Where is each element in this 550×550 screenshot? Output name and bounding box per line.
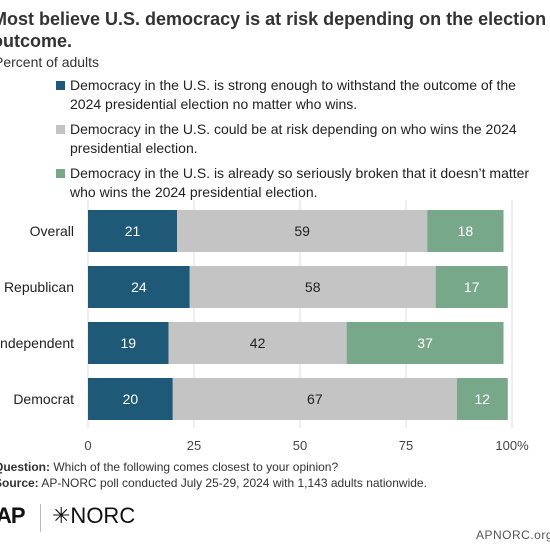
category-label: Overall xyxy=(30,223,74,239)
bar-segment xyxy=(172,378,457,420)
legend-label-broken: Democracy in the U.S. is already so seri… xyxy=(70,165,530,200)
norc-logo: ✳NORC xyxy=(52,503,136,528)
bar-segment xyxy=(88,266,190,308)
data-label: 37 xyxy=(417,335,433,351)
data-label: 59 xyxy=(294,223,310,239)
bar-segment xyxy=(168,322,347,364)
category-label: Republican xyxy=(4,279,74,295)
source-note: Source: AP-NORC poll conducted July 25-2… xyxy=(0,476,427,490)
bar-segment xyxy=(427,210,504,252)
bar-segment xyxy=(346,322,504,364)
data-label: 58 xyxy=(305,279,321,295)
bar-segment xyxy=(177,210,428,252)
legend-label-at-risk: Democracy in the U.S. could be at risk d… xyxy=(70,121,517,156)
data-label: 12 xyxy=(475,391,491,407)
legend-item-at-risk: Democracy in the U.S. could be at risk d… xyxy=(56,120,536,158)
bar-segment xyxy=(88,378,173,420)
bar-segment xyxy=(88,210,178,252)
data-label: 21 xyxy=(125,223,141,239)
legend-swatch-broken xyxy=(56,169,65,178)
category-label: Democrat xyxy=(13,391,74,407)
source-label: Source: xyxy=(0,476,39,490)
bar-segment xyxy=(189,266,436,308)
question-note: Question: Which of the following comes c… xyxy=(0,460,338,474)
data-label: 42 xyxy=(250,335,266,351)
chart-title: Most believe U.S. democracy is at risk d… xyxy=(0,9,547,51)
data-label: 17 xyxy=(464,279,480,295)
logo-divider xyxy=(40,504,41,532)
data-label: 24 xyxy=(131,279,147,295)
x-tick-label: 100% xyxy=(495,438,529,453)
question-label: Question: xyxy=(0,460,50,474)
site-url: APNORC.org xyxy=(476,528,550,542)
legend-label-strong: Democracy in the U.S. is strong enough t… xyxy=(70,77,516,112)
category-label: Independent xyxy=(0,335,74,351)
bar-segment xyxy=(435,266,508,308)
chart-subtitle: Percent of adults xyxy=(0,54,100,70)
ap-logo: AP xyxy=(0,503,26,528)
x-tick-label: 0 xyxy=(84,438,91,453)
legend-item-broken: Democracy in the U.S. is already so seri… xyxy=(56,164,536,202)
bar-segment xyxy=(88,322,169,364)
x-tick-label: 50 xyxy=(293,438,307,453)
source-text: AP-NORC poll conducted July 25-29, 2024 … xyxy=(41,476,427,490)
question-text: Which of the following comes closest to … xyxy=(53,460,339,474)
x-tick-label: 25 xyxy=(187,438,201,453)
data-label: 18 xyxy=(458,223,474,239)
stacked-bar-chart: 0 25 50 75 100% Overall 21 59 18 Republican 24 58 17… xyxy=(0,200,529,453)
legend-swatch-strong xyxy=(56,81,65,90)
data-label: 20 xyxy=(123,391,139,407)
bar-segment xyxy=(456,378,508,420)
legend-swatch-at-risk xyxy=(56,125,65,134)
data-label: 19 xyxy=(120,335,136,351)
x-tick-label: 75 xyxy=(399,438,413,453)
data-label: 67 xyxy=(307,391,323,407)
legend-item-strong: Democracy in the U.S. is strong enough t… xyxy=(56,76,536,114)
legend: Democracy in the U.S. is strong enough t… xyxy=(56,76,536,208)
